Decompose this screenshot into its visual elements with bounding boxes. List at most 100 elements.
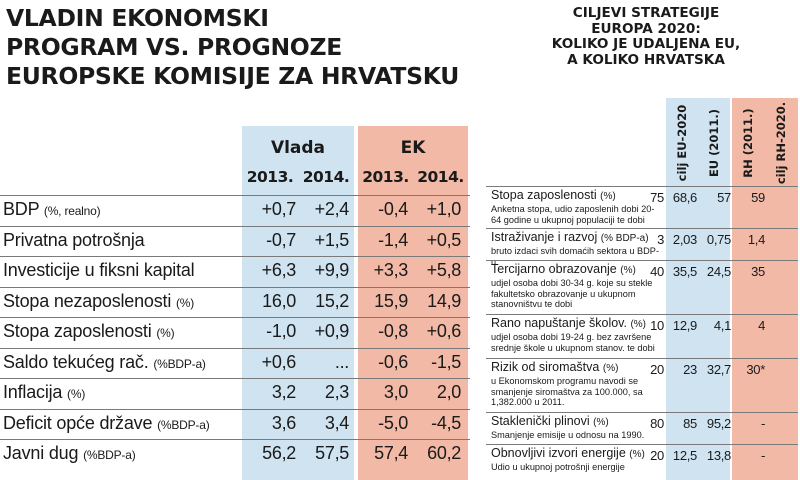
value-cell: 24,5 (706, 264, 731, 279)
row-label: Staklenički plinovi (%) Smanjenje emisije… (491, 415, 661, 441)
value-cell: +1,5 (314, 229, 350, 250)
row-description: u Ekonomskom programu navodi se smanjenj… (491, 376, 643, 407)
value-cell: +0,7 (261, 199, 297, 219)
table-row: Inflacija (%) 3,2 2,3 3,0 2,0 (0, 379, 470, 409)
row-divider (0, 256, 470, 257)
value-cell: 14,9 (427, 290, 461, 311)
row-label-text: Privatna potrošnja (3, 229, 145, 250)
row-unit: (%) (593, 417, 609, 428)
year-header: 2014. (302, 168, 350, 186)
table-row: Staklenički plinovi (%) Smanjenje emisije… (486, 413, 798, 445)
row-description: bruto izdaci svih domaćih sektora u BDP-… (491, 246, 659, 267)
value-cell: +0,6 (261, 351, 297, 372)
table-row: Javni dug (%BDP-a) 56,2 57,5 57,4 60,2 (0, 440, 470, 470)
row-label-text: Deficit opće države (3, 412, 153, 433)
row-unit: (%) (67, 387, 86, 401)
row-label-text: Javni dug (3, 443, 79, 463)
row-divider (486, 444, 798, 445)
value-cell: 3,2 (271, 382, 296, 402)
row-label-text: Rizik od siromaštva (491, 360, 600, 374)
row-label: Javni dug (%BDP-a) (3, 443, 136, 464)
value-cell: 68,6 (672, 190, 697, 205)
value-cell: -0,7 (266, 229, 296, 250)
value-cell: +3,3 (373, 260, 409, 280)
value-cell: 80 (650, 416, 664, 431)
value-cell: 12,5 (672, 448, 697, 463)
table-row: BDP (%, realno) +0,7 +2,4 -0,4 +1,0 (0, 196, 470, 226)
col-header-cilj-eu: cilj EU-2020 (675, 104, 689, 182)
value-cell: - (760, 416, 765, 431)
row-divider (0, 439, 470, 440)
row-unit: (%BDP-a) (153, 356, 206, 371)
value-cell: -1,4 (378, 229, 408, 250)
left-title-line: VLADIN EKONOMSKI (6, 4, 269, 32)
value-cell: +9,9 (314, 260, 350, 280)
row-label-text: BDP (3, 199, 40, 219)
row-unit: (%BDP-a) (83, 448, 136, 462)
value-cell: 56,2 (262, 443, 296, 463)
row-unit: (%) (620, 265, 636, 276)
row-description: Anketna stopa, udio zaposlenih dobi 20-6… (491, 204, 655, 225)
value-cell: 57,4 (374, 443, 408, 463)
row-label: Istraživanje i razvoj (% BDP-a) bruto izd… (491, 231, 661, 267)
value-cell: 40 (650, 264, 664, 279)
row-unit: (% BDP-a) (600, 233, 649, 244)
row-divider (0, 317, 470, 318)
row-divider (486, 228, 798, 229)
row-divider (486, 358, 798, 359)
row-unit: (%) (175, 295, 195, 310)
value-cell: 2,0 (436, 382, 461, 402)
table-row: Stopa zaposlenosti (%) -1,0 +0,9 -0,8 +0,6 (0, 318, 470, 348)
value-cell: 85 (683, 416, 697, 431)
vlada-column-band (242, 126, 354, 480)
row-description: Udio u ukupnoj potrošnji energije (491, 462, 625, 472)
row-divider (0, 225, 470, 227)
value-cell: 23 (683, 362, 697, 377)
value-cell: 3,4 (324, 412, 349, 433)
value-cell: 3,0 (383, 382, 408, 402)
col-header-rh-2011: RH (2011.) (741, 108, 755, 178)
row-label: Tercijarno obrazovanje (%) udjel osoba do… (491, 263, 661, 310)
table-row: Investicije u fiksni kapital +6,3 +9,9 +3,3… (0, 257, 470, 287)
value-cell: 60,2 (427, 443, 461, 463)
row-label-text: Stopa zaposlenosti (491, 188, 597, 202)
row-divider (0, 286, 470, 288)
value-cell: 3 (657, 232, 664, 247)
row-unit: (%) (600, 191, 616, 202)
table-row: Rano napuštanje školov. (%) udjel osoba d… (486, 315, 798, 359)
value-cell: 16,0 (262, 290, 296, 311)
value-cell: +6,3 (261, 260, 297, 280)
value-cell: ... (334, 351, 349, 372)
row-unit: (%BDP-a) (157, 417, 210, 432)
row-divider (0, 408, 470, 410)
value-cell: 57 (717, 190, 731, 205)
row-label: Investicije u fiksni kapital (3, 260, 195, 281)
row-unit: (%) (156, 326, 175, 340)
row-label-text: Tercijarno obrazovanje (491, 262, 617, 276)
value-cell: 20 (650, 362, 664, 377)
year-header: 2013. (362, 168, 409, 186)
table-row: Stopa zaposlenosti (%) Anketna stopa, udi… (486, 187, 798, 229)
col-header-eu-2011: EU (2011.) (707, 108, 721, 178)
value-cell: -0,6 (378, 351, 408, 372)
row-label-text: Investicije u fiksni kapital (3, 260, 195, 280)
row-divider (486, 412, 798, 413)
table-row: Privatna potrošnja -0,7 +1,5 -1,4 +0,5 (0, 227, 470, 257)
row-label-text: Inflacija (3, 382, 63, 402)
row-label-text: Stopa nezaposlenosti (3, 290, 172, 311)
right-title-line: CILJEVI STRATEGIJE (572, 5, 720, 21)
year-header: 2014. (417, 168, 464, 186)
value-cell: 3,6 (271, 412, 296, 433)
left-title-line: EUROPSKE KOMISIJE ZA HRVATSKU (6, 62, 459, 90)
value-cell: 4 (758, 318, 765, 333)
row-description: Smanjenje emisije u odnosu na 1990. (491, 430, 645, 440)
value-cell: 0,75 (706, 232, 731, 247)
table-row: Tercijarno obrazovanje (%) udjel osoba do… (486, 261, 798, 315)
table-row: Rizik od siromaštva (%) u Ekonomskom prog… (486, 359, 798, 413)
value-cell: +5,8 (426, 260, 462, 280)
row-label: Rizik od siromaštva (%) u Ekonomskom prog… (491, 361, 661, 408)
row-label-text: Rano napuštanje školov. (491, 316, 627, 330)
value-cell: 57,5 (315, 443, 349, 463)
row-label-text: Staklenički plinovi (491, 414, 590, 428)
right-title-line: EUROPA 2020: (591, 20, 701, 37)
